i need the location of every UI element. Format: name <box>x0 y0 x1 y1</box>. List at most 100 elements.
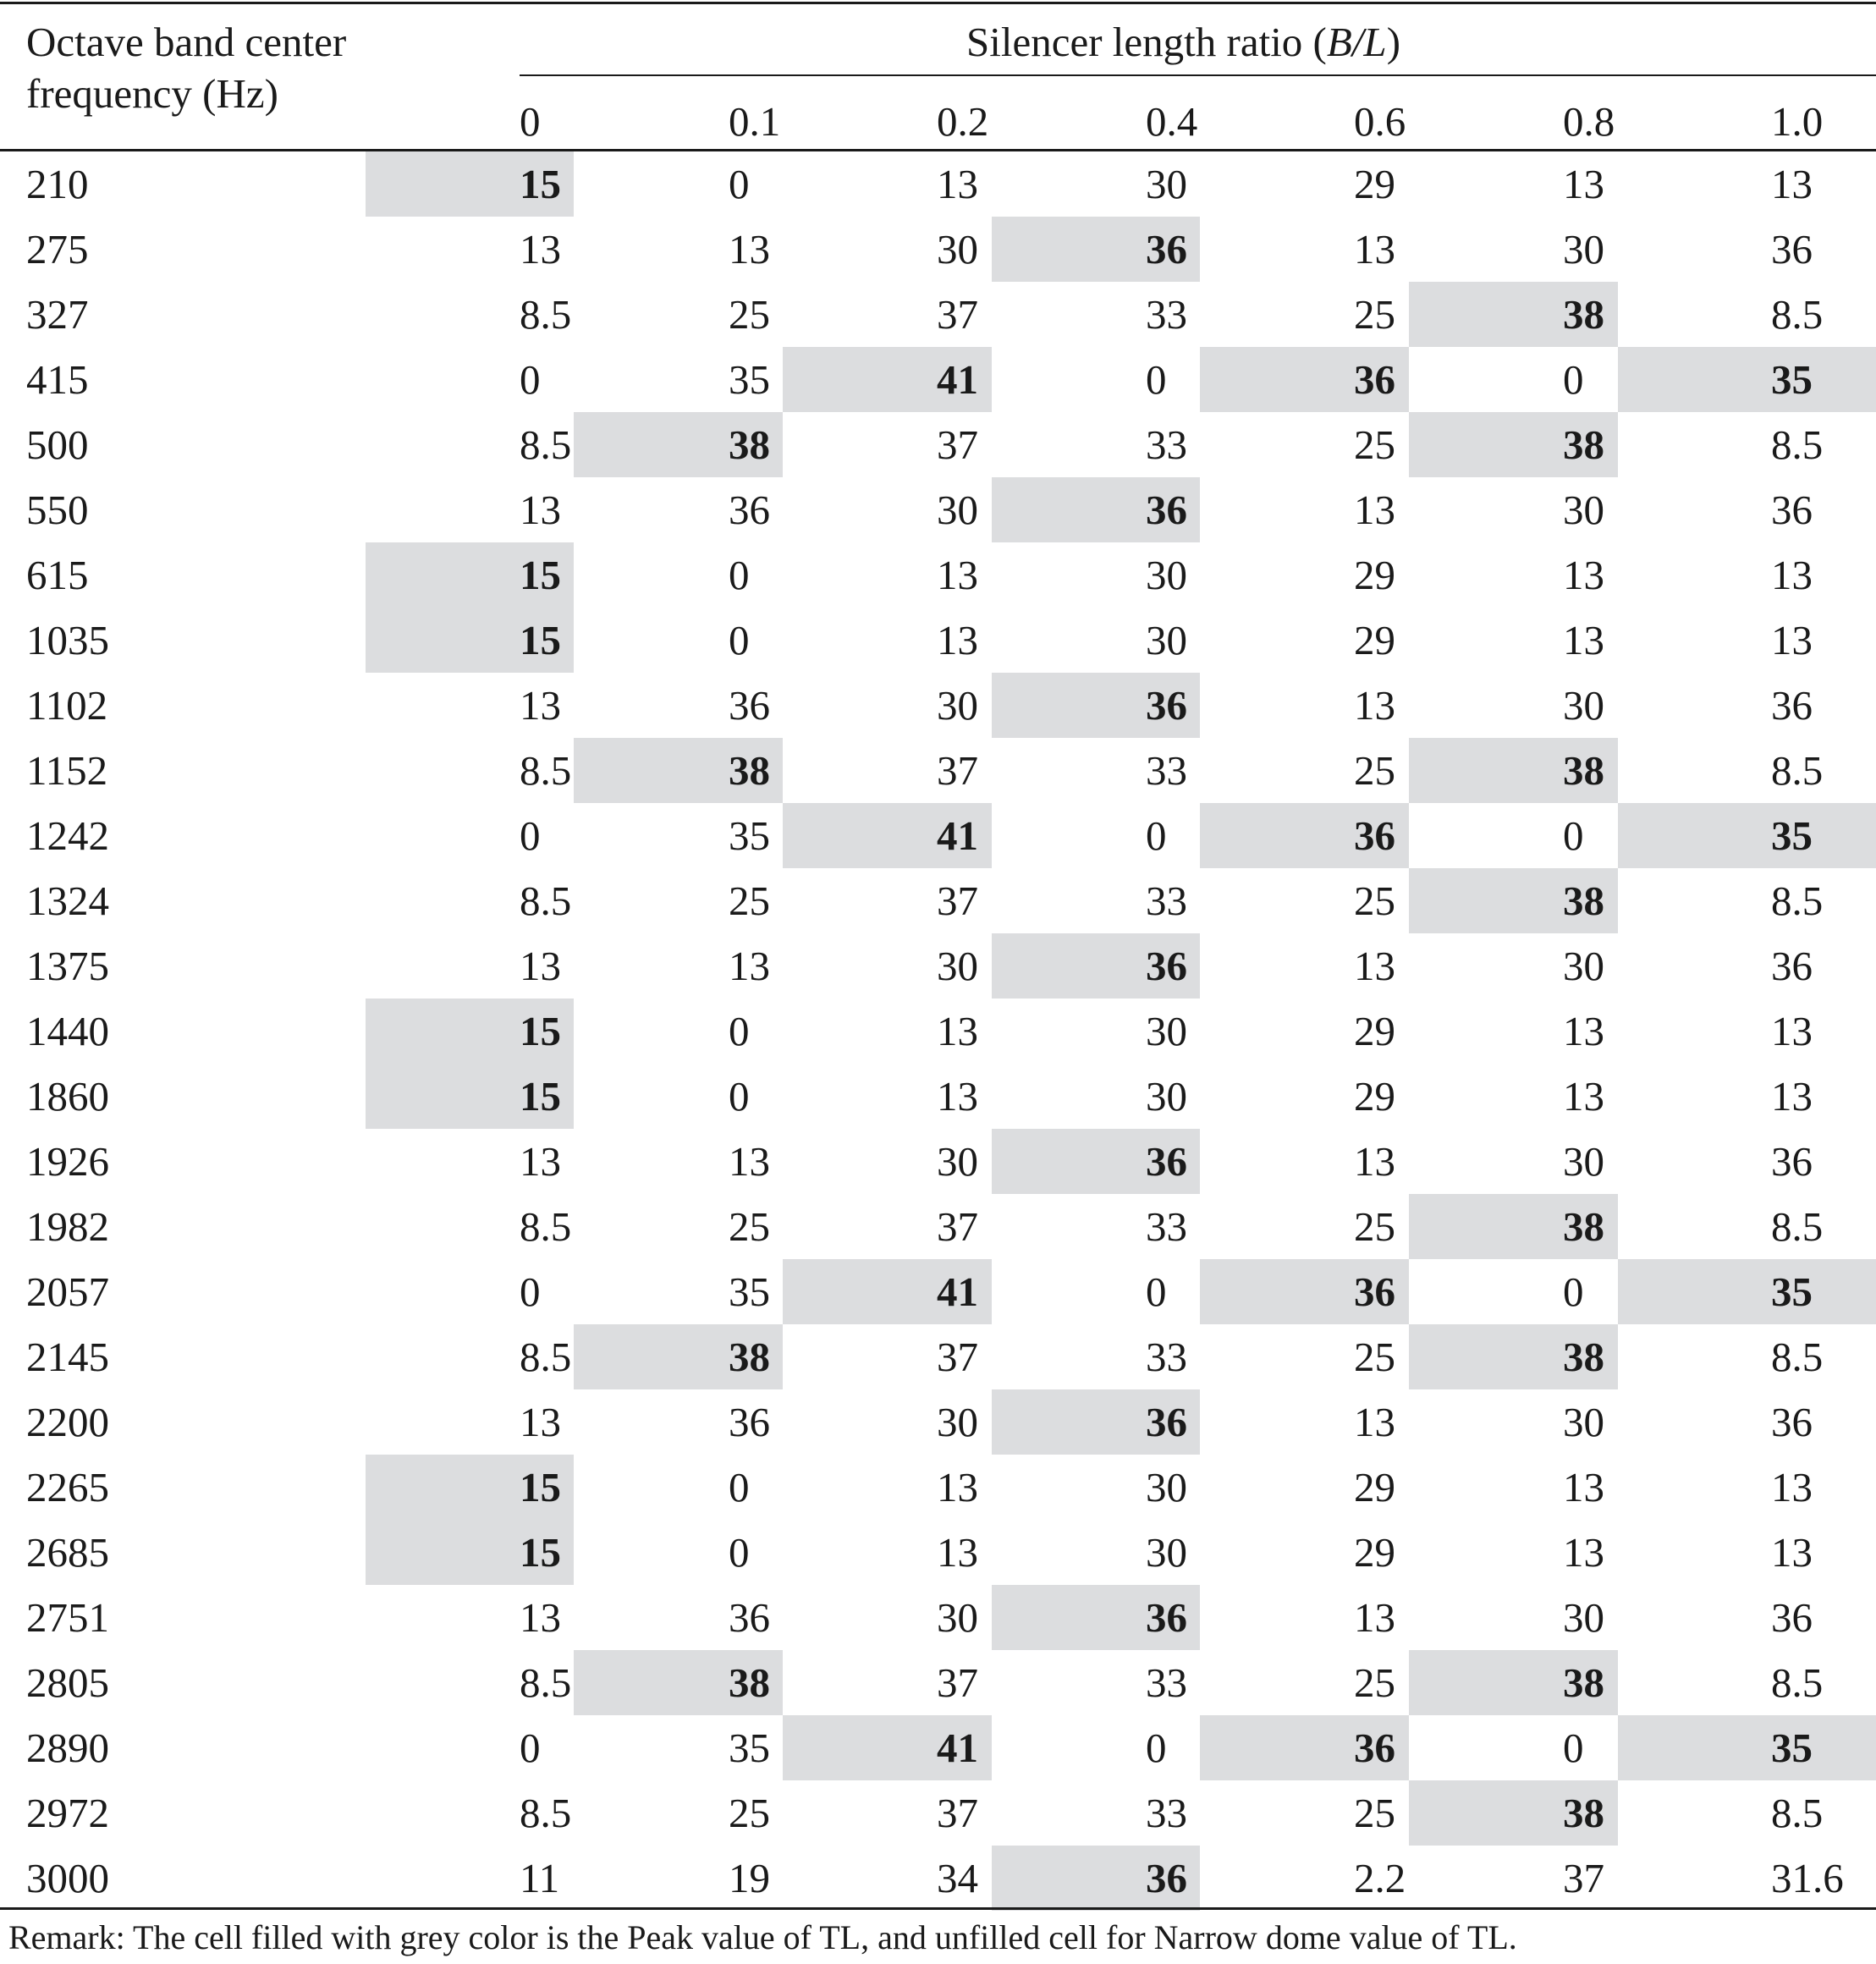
value-cell: 13 <box>937 1529 978 1576</box>
value-cell: 25 <box>1354 291 1395 338</box>
peak-cell-fill <box>1200 1715 1409 1780</box>
value-cell: 37 <box>937 877 978 924</box>
peak-value-cell: 36 <box>1146 943 1187 989</box>
value-cell: 36 <box>729 1594 770 1641</box>
value-cell: 8.5 <box>520 421 572 468</box>
peak-value-cell: 41 <box>937 812 978 859</box>
peak-value-cell: 36 <box>1146 487 1187 533</box>
value-cell: 34 <box>937 1855 978 1901</box>
column-group-rule <box>520 74 1876 76</box>
peak-cell-fill <box>1409 1780 1618 1846</box>
frequency-cell: 2685 <box>26 1529 109 1576</box>
value-cell: 30 <box>1563 682 1604 729</box>
value-cell: 8.5 <box>520 747 572 794</box>
peak-cell-fill <box>366 151 574 217</box>
value-cell: 8.5 <box>520 1790 572 1836</box>
value-cell: 30 <box>1563 1594 1604 1641</box>
value-cell: 13 <box>520 1399 561 1445</box>
value-cell: 36 <box>729 1399 770 1445</box>
value-cell: 8.5 <box>1771 747 1824 794</box>
value-cell: 0 <box>520 356 541 403</box>
value-cell: 13 <box>520 487 561 533</box>
table-bottom-rule <box>0 1907 1876 1910</box>
frequency-cell: 2145 <box>26 1334 109 1380</box>
value-cell: 30 <box>1563 226 1604 272</box>
peak-value-cell: 41 <box>937 356 978 403</box>
ratio-header: 0.2 <box>937 98 989 145</box>
value-cell: 33 <box>1146 291 1187 338</box>
value-cell: 25 <box>1354 421 1395 468</box>
value-cell: 13 <box>937 1464 978 1510</box>
value-cell: 13 <box>729 943 770 989</box>
value-cell: 13 <box>520 1138 561 1185</box>
peak-cell-fill <box>1409 1650 1618 1715</box>
ratio-header: 1.0 <box>1771 98 1824 145</box>
value-cell: 29 <box>1354 1008 1395 1054</box>
value-cell: 25 <box>729 291 770 338</box>
peak-cell-fill <box>992 477 1200 542</box>
value-cell: 36 <box>1771 1399 1813 1445</box>
peak-value-cell: 36 <box>1354 356 1395 403</box>
peak-cell-fill <box>992 1846 1200 1911</box>
value-cell: 13 <box>729 1138 770 1185</box>
value-cell: 30 <box>1146 1529 1187 1576</box>
frequency-cell: 415 <box>26 356 89 403</box>
peak-cell-fill <box>992 217 1200 282</box>
frequency-cell: 327 <box>26 291 89 338</box>
value-cell: 0 <box>1563 356 1584 403</box>
frequency-cell: 1152 <box>26 747 108 794</box>
table-top-rule <box>0 2 1876 4</box>
ratio-header: 0.4 <box>1146 98 1198 145</box>
peak-value-cell: 15 <box>520 617 561 663</box>
peak-value-cell: 36 <box>1354 1725 1395 1771</box>
value-cell: 37 <box>937 1334 978 1380</box>
value-cell: 33 <box>1146 1203 1187 1250</box>
value-cell: 13 <box>1771 161 1813 207</box>
value-cell: 33 <box>1146 1334 1187 1380</box>
value-cell: 8.5 <box>1771 1790 1824 1836</box>
peak-cell-fill <box>1618 803 1876 868</box>
value-cell: 13 <box>1354 226 1395 272</box>
value-cell: 36 <box>1771 487 1813 533</box>
value-cell: 29 <box>1354 552 1395 598</box>
frequency-cell: 1982 <box>26 1203 109 1250</box>
value-cell: 0 <box>729 161 750 207</box>
value-cell: 35 <box>729 812 770 859</box>
value-cell: 13 <box>1771 1464 1813 1510</box>
value-cell: 8.5 <box>520 291 572 338</box>
value-cell: 0 <box>1563 1725 1584 1771</box>
value-cell: 25 <box>1354 1790 1395 1836</box>
peak-cell-fill <box>992 1585 1200 1650</box>
value-cell: 13 <box>1771 1073 1813 1120</box>
value-cell: 30 <box>937 1594 978 1641</box>
peak-value-cell: 38 <box>1563 877 1604 924</box>
peak-value-cell: 36 <box>1146 1138 1187 1185</box>
peak-cell-fill <box>366 542 574 608</box>
value-cell: 8.5 <box>520 1334 572 1380</box>
value-cell: 13 <box>1354 682 1395 729</box>
frequency-cell: 210 <box>26 161 89 207</box>
value-cell: 25 <box>729 1790 770 1836</box>
value-cell: 35 <box>729 1725 770 1771</box>
value-cell: 13 <box>937 1073 978 1120</box>
frequency-cell: 3000 <box>26 1855 109 1901</box>
value-cell: 13 <box>1563 1464 1604 1510</box>
value-cell: 0 <box>729 1464 750 1510</box>
value-cell: 30 <box>1563 1138 1604 1185</box>
value-cell: 13 <box>1771 1529 1813 1576</box>
value-cell: 8.5 <box>1771 421 1824 468</box>
peak-value-cell: 36 <box>1146 226 1187 272</box>
peak-cell-fill <box>783 347 992 412</box>
value-cell: 37 <box>937 1659 978 1706</box>
value-cell: 13 <box>1563 1529 1604 1576</box>
peak-value-cell: 38 <box>1563 291 1604 338</box>
peak-cell-fill <box>366 1520 574 1585</box>
value-cell: 2.2 <box>1354 1855 1406 1901</box>
frequency-cell: 2972 <box>26 1790 109 1836</box>
value-cell: 0 <box>1563 1268 1584 1315</box>
value-cell: 8.5 <box>1771 291 1824 338</box>
peak-value-cell: 15 <box>520 1464 561 1510</box>
peak-cell-fill <box>1618 1259 1876 1324</box>
value-cell: 36 <box>1771 226 1813 272</box>
value-cell: 13 <box>937 552 978 598</box>
